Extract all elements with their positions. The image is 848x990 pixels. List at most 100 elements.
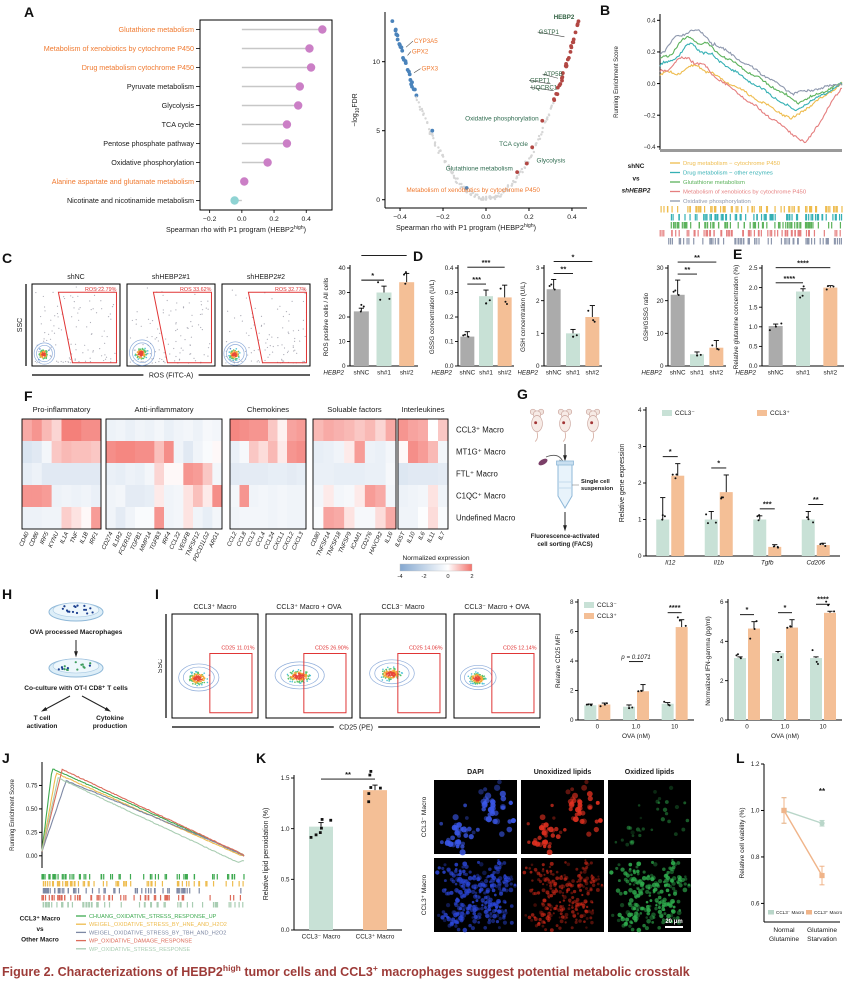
category-label: Nicotinate and nicotinamide metabolism (67, 196, 194, 205)
x-axis-prefix: HEBP2 (735, 370, 756, 377)
panel-label-f: F (24, 388, 33, 404)
bar (671, 475, 685, 556)
microscopy-column-title: Oxidized lipids (625, 769, 675, 776)
microscopy-column-title: Unoxidized lipids (534, 769, 592, 776)
significance-label: ** (684, 265, 690, 274)
svg-text:4: 4 (638, 407, 642, 414)
x-tick-label: Starvation (807, 936, 837, 943)
svg-text:0: 0 (570, 717, 574, 724)
flow-x-axis-label: CD25 (PE) (339, 725, 373, 732)
panel-k-bar-chart-svg: 0.0 0.5 1.0 1.5 Relative lipid peroxidation … (263, 769, 402, 941)
legend-label: WEIGEL_OXIDATIVE_STRESS_BY_HNE_AND_H2O2 (89, 922, 227, 928)
svg-text:6: 6 (720, 599, 724, 606)
panel-b-gsea-chart: 0.4 0.2 0.0 −0.2 −0.4 Running Enrichment Scor… (608, 8, 848, 248)
category-label: Metabolism of xenobiotics by cytochrome … (44, 44, 194, 53)
bar (637, 691, 649, 720)
significance-label: **** (669, 603, 681, 612)
svg-text:1.5: 1.5 (281, 775, 290, 782)
panel-h-diagram-svg: OVA processed Macrophages Co-culture with… (24, 602, 128, 730)
gate-percentage-label: CD25 14.06% (409, 645, 443, 651)
x-tick-label: sh#2 (824, 370, 838, 377)
gene-label: KYNU (48, 531, 61, 549)
y-axis-label: Relative glutamine concentration (%) (733, 265, 740, 369)
significance-label: p = 0.1071 (620, 654, 650, 661)
legend-label: CCL3⁻ (597, 602, 617, 609)
gene-label: TNF (70, 531, 81, 544)
category-label: Pyruvate metabolism (127, 82, 194, 91)
svg-text:-4: -4 (397, 574, 403, 580)
y-axis-label: −log10FDR (352, 93, 361, 126)
gate-percentage-label: ROS 33.62% (180, 287, 212, 293)
bar (656, 519, 670, 556)
gene-label: IL10 (406, 531, 417, 545)
gene-label: CYP3A5 (414, 38, 438, 45)
colorbar-label: Normalized expression (402, 555, 469, 562)
panel-i-flow-plots: CCL3⁺ Macro CD25 11.01% CCL3⁺ Macro + OVA C… (158, 592, 552, 750)
significance-label: ** (345, 770, 351, 779)
petri-dish-icon (48, 658, 104, 678)
gene-label: CD86 (29, 531, 41, 548)
x-axis-label: OVA (nM) (622, 733, 650, 740)
panel-c-bar-chart: 0 10 20 30 40 ROS positive cells / All cells *… (320, 254, 424, 388)
panel-label-j: J (2, 750, 10, 766)
heatmap-row-label: CCL3⁺ Macro (456, 426, 505, 435)
panel-e-bar-chart-svg: 0.0 0.5 1.0 1.5 2.0 2.5 Relative glutamine con… (733, 259, 844, 377)
diagram-label: Co-culture with OT-I CD8⁺ T cells (24, 685, 128, 692)
svg-text:2.0: 2.0 (749, 285, 758, 292)
flow-gate (57, 291, 117, 364)
panel-l-line-chart-svg: 0.6 0.8 1.0 1.2 Relative cell viability (%) *… (739, 761, 843, 943)
bar (801, 519, 815, 556)
panel-f-heatmap: Pro-inflammatory CD40 CD86 IRF5 KYNU IL1A TNF I… (8, 394, 574, 590)
x-axis-prefix: HEBP2 (323, 370, 344, 377)
x-tick-label: 0 (745, 724, 749, 731)
gate-percentage-label: CD25 11.01% (221, 645, 254, 651)
gate-percentage-label: ROS 32.77% (275, 287, 307, 293)
tube-icon (556, 460, 574, 509)
pathway-label: Glutathione metabolism (446, 166, 513, 173)
category-label: Alanine aspartate and glutamate metaboli… (52, 177, 194, 186)
svg-text:0.75: 0.75 (26, 784, 38, 790)
bar (810, 658, 822, 720)
gene-label: IL7 (438, 531, 447, 542)
lollipop-point (230, 196, 239, 205)
svg-text:0.8: 0.8 (751, 854, 760, 861)
bar (623, 706, 635, 720)
category-label: TCA cycle (162, 120, 194, 129)
gene-label: GPX3 (422, 66, 439, 73)
x-tick-label: Glutamine (769, 936, 799, 943)
lollipop-point (295, 82, 305, 91)
gene-label: IL11 (427, 531, 437, 544)
x-tick-label: shNC (459, 370, 475, 377)
lollipop-point (240, 177, 249, 186)
significance-label: *** (472, 275, 481, 284)
lollipop-point (263, 158, 272, 167)
svg-text:0.2: 0.2 (269, 216, 279, 223)
significance-label: *** (482, 258, 491, 267)
panel-label-i: I (155, 586, 159, 602)
gate-percentage-label: ROS 22.79% (85, 287, 117, 293)
panel-i-cd25-chart-svg: 0 2 4 6 8 Relative CD25 MFI p = 0.1071 **** 0 1.0… (555, 599, 694, 740)
significance-label: *** (763, 499, 772, 508)
panel-a-lollipop-chart: Glutathione metabolism Metabolism of xeno… (10, 14, 340, 246)
svg-text:10: 10 (656, 331, 664, 338)
heatmap-group-title: Soluable factors (327, 405, 382, 414)
flow-gate (152, 291, 212, 364)
panel-i-cd25-chart: 0 2 4 6 8 Relative CD25 MFI p = 0.1071 **** 0 1.0… (552, 590, 700, 752)
panel-label-g: G (517, 386, 528, 402)
lollipop-point (282, 120, 292, 129)
gene-label: IL6ST (395, 530, 408, 548)
bar (796, 291, 810, 366)
microscopy-column-title: DAPI (467, 769, 484, 776)
pathway-label: Glycolysis (537, 157, 566, 164)
panel-a-lollipop-chart-svg: Glutathione metabolism Metabolism of xeno… (44, 19, 333, 234)
gene-label: GPX2 (412, 48, 429, 55)
svg-text:10: 10 (338, 339, 346, 346)
bar (460, 336, 475, 366)
panel-k-microscopy: DAPI Unoxidized lipids Oxidized lipids CCL3… (414, 756, 706, 944)
svg-text:30: 30 (338, 290, 346, 297)
svg-text:0.3: 0.3 (445, 290, 454, 297)
mouse-icon (529, 408, 545, 442)
